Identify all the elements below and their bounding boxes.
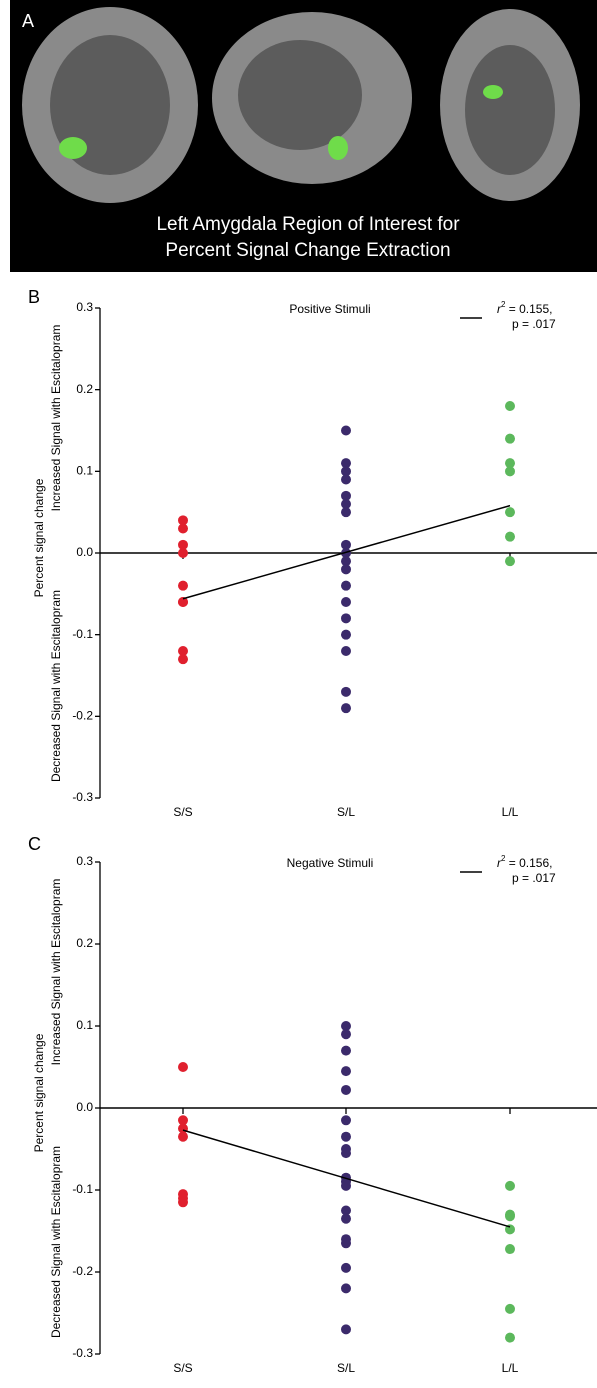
data-point bbox=[341, 426, 351, 436]
roi-blob bbox=[328, 136, 348, 160]
data-point bbox=[505, 401, 515, 411]
y-tick-label: 0.3 bbox=[76, 854, 93, 868]
y-tick-label: 0.2 bbox=[76, 382, 93, 396]
chart-title: Negative Stimuli bbox=[287, 856, 374, 870]
data-point bbox=[341, 597, 351, 607]
data-point bbox=[341, 646, 351, 656]
y-tick-label: -0.3 bbox=[72, 790, 93, 804]
data-point bbox=[341, 507, 351, 517]
y-tick-label: 0.0 bbox=[76, 1100, 93, 1114]
data-point bbox=[341, 1046, 351, 1056]
data-point bbox=[505, 466, 515, 476]
y-axis-label-upper: Increased Signal with Escitalopram bbox=[49, 325, 63, 512]
figure: A Left Amygdala Region of Interest for P… bbox=[0, 0, 597, 1388]
data-point bbox=[505, 1181, 515, 1191]
data-point bbox=[178, 524, 188, 534]
x-tick-label: S/S bbox=[173, 1361, 192, 1375]
data-point bbox=[178, 1132, 188, 1142]
fit-p-value: p = .017 bbox=[512, 317, 556, 331]
y-tick-label: 0.1 bbox=[76, 1018, 93, 1032]
y-axis-label-lower: Decreased Signal with Escitalopram bbox=[49, 1146, 63, 1338]
roi-blob bbox=[483, 85, 503, 99]
data-point bbox=[341, 1029, 351, 1039]
data-point bbox=[341, 1148, 351, 1158]
fit-annotation: r2 = 0.155, bbox=[497, 300, 553, 316]
y-tick-label: 0.0 bbox=[76, 545, 93, 559]
fit-annotation: r2 = 0.156, bbox=[497, 854, 553, 870]
data-point bbox=[341, 581, 351, 591]
fit-annotation-part: = 0.156, bbox=[505, 856, 552, 870]
fit-annotation-part: = 0.155, bbox=[505, 302, 552, 316]
data-point bbox=[505, 532, 515, 542]
data-point bbox=[341, 1324, 351, 1334]
panel-label: B bbox=[28, 287, 40, 307]
y-tick-label: -0.2 bbox=[72, 1264, 93, 1278]
y-axis-label: Percent signal change bbox=[32, 1033, 46, 1152]
caption: Percent Signal Change Extraction bbox=[165, 240, 450, 261]
data-point bbox=[178, 1062, 188, 1072]
y-tick-label: -0.1 bbox=[72, 627, 93, 641]
data-point bbox=[178, 581, 188, 591]
x-tick-label: L/L bbox=[502, 1361, 519, 1375]
caption: Left Amygdala Region of Interest for bbox=[156, 214, 460, 235]
data-point bbox=[505, 434, 515, 444]
y-tick-label: 0.3 bbox=[76, 300, 93, 314]
y-tick-label: -0.2 bbox=[72, 709, 93, 723]
y-tick-label: 0.1 bbox=[76, 464, 93, 478]
data-point bbox=[341, 1132, 351, 1142]
chart-title: Positive Stimuli bbox=[289, 302, 370, 316]
y-tick-label: 0.2 bbox=[76, 936, 93, 950]
data-point bbox=[505, 1304, 515, 1314]
data-point bbox=[505, 1211, 515, 1221]
page: A Left Amygdala Region of Interest for P… bbox=[0, 0, 597, 1388]
data-point bbox=[341, 703, 351, 713]
data-point bbox=[341, 687, 351, 697]
data-point bbox=[178, 1197, 188, 1207]
axial-slice-inner bbox=[465, 45, 555, 175]
y-tick-label: -0.3 bbox=[72, 1346, 93, 1360]
x-tick-label: S/S bbox=[173, 805, 192, 819]
panel-label: C bbox=[28, 834, 41, 854]
x-tick-label: S/L bbox=[337, 1361, 355, 1375]
data-point bbox=[341, 1115, 351, 1125]
data-point bbox=[341, 1066, 351, 1076]
panel-label: A bbox=[22, 11, 34, 31]
data-point bbox=[178, 654, 188, 664]
data-point bbox=[505, 507, 515, 517]
data-point bbox=[341, 613, 351, 623]
y-axis-label: Percent signal change bbox=[32, 478, 46, 597]
data-point bbox=[505, 556, 515, 566]
data-point bbox=[341, 630, 351, 640]
sagittal-slice-inner bbox=[238, 40, 362, 150]
data-point bbox=[178, 548, 188, 558]
data-point bbox=[341, 1214, 351, 1224]
data-point bbox=[341, 1181, 351, 1191]
y-axis-label-upper: Increased Signal with Escitalopram bbox=[49, 879, 63, 1066]
data-point bbox=[341, 1283, 351, 1293]
data-point bbox=[341, 564, 351, 574]
x-tick-label: S/L bbox=[337, 805, 355, 819]
y-axis-label-lower: Decreased Signal with Escitalopram bbox=[49, 590, 63, 782]
y-tick-label: -0.1 bbox=[72, 1182, 93, 1196]
data-point bbox=[341, 1085, 351, 1095]
fit-p-value: p = .017 bbox=[512, 871, 556, 885]
x-tick-label: L/L bbox=[502, 805, 519, 819]
data-point bbox=[505, 1333, 515, 1343]
data-point bbox=[505, 1244, 515, 1254]
roi-blob bbox=[59, 137, 87, 159]
data-point bbox=[341, 1263, 351, 1273]
data-point bbox=[341, 475, 351, 485]
data-point bbox=[341, 1238, 351, 1248]
panel-a: A Left Amygdala Region of Interest for P… bbox=[10, 0, 597, 272]
